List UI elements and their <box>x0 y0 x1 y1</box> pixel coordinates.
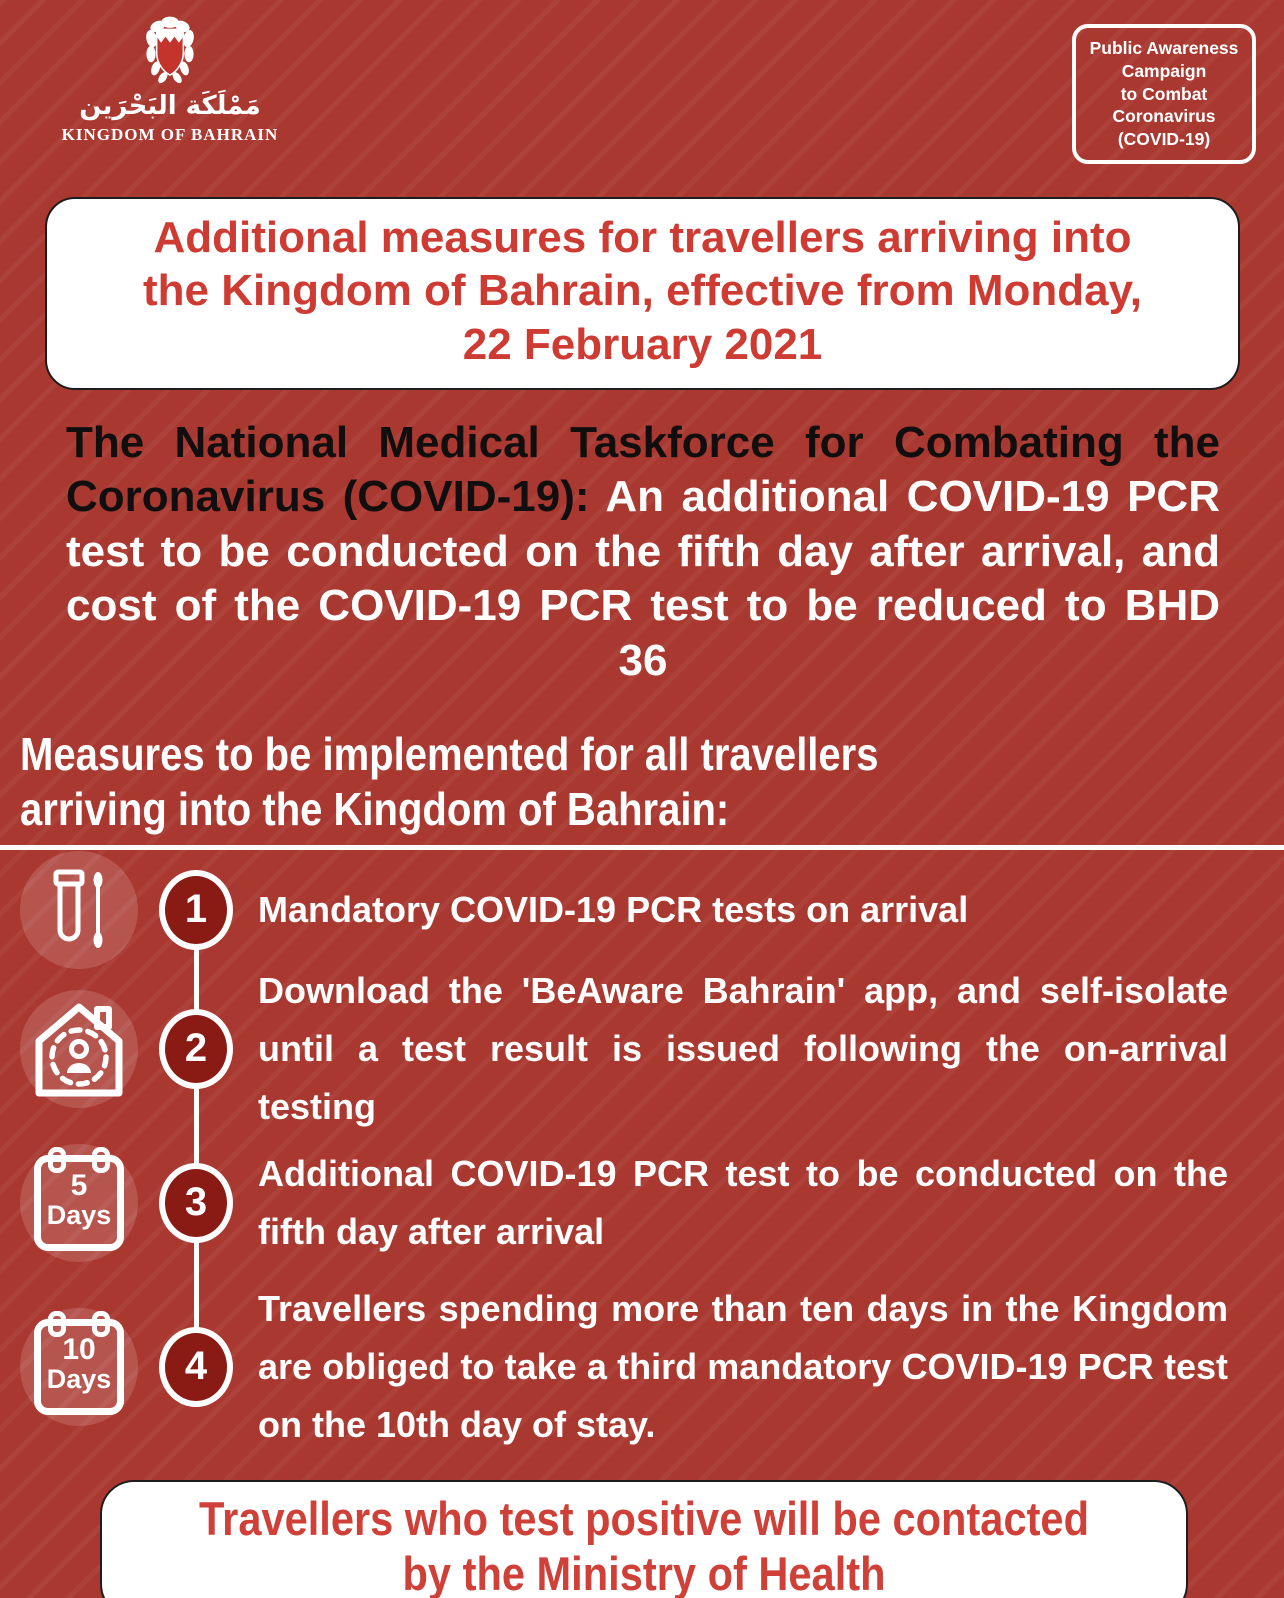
measure-badge-cell: 4 <box>158 1326 234 1407</box>
measure-text: Travellers spending more than ten days i… <box>258 1288 1228 1445</box>
campaign-line: Public Awareness <box>1089 38 1239 58</box>
announcement-white-part: An additional COVID-19 PCR test to be co… <box>66 472 1220 685</box>
calendar-10-days-icon: 10 Days <box>34 1310 124 1415</box>
measure-icon-cell <box>0 989 158 1108</box>
campaign-box: Public Awareness Campaign to Combat Coro… <box>1072 24 1256 164</box>
announcement-text: The National Medical Taskforce for Comba… <box>66 416 1220 689</box>
measures-heading-line: arriving into the Kingdom of Bahrain: <box>20 782 730 835</box>
timeline-line <box>194 909 199 1369</box>
measure-badge-cell: 3 <box>158 1162 234 1243</box>
measure-badge-cell: 2 <box>158 1008 234 1089</box>
title-line: Additional measures for travellers arriv… <box>153 212 1132 262</box>
calendar-days-number: 10 <box>62 1332 96 1366</box>
measures-heading: Measures to be implemented for all trave… <box>20 727 1284 837</box>
footer-line: Travellers who test positive will be con… <box>199 1491 1089 1545</box>
measure-icon-cell <box>0 850 158 969</box>
bahrain-coat-of-arms-icon <box>146 16 194 84</box>
measures-list: 1 Mandatory COVID-19 PCR tests on arriva… <box>0 850 1284 1456</box>
measure-icon-cell: 10 Days <box>0 1307 158 1426</box>
calendar-days-number: 5 <box>70 1168 88 1202</box>
step-number-badge: 1 <box>159 869 233 950</box>
measure-text: Mandatory COVID-19 PCR tests on arrival <box>258 889 969 931</box>
calendar-ring <box>48 1310 66 1337</box>
measure-row: 1 Mandatory COVID-19 PCR tests on arriva… <box>0 850 1284 970</box>
step-number-badge: 3 <box>159 1162 233 1243</box>
footer-box: Travellers who test positive will be con… <box>100 1479 1188 1598</box>
calendar-5-days-icon: 5 Days <box>34 1146 124 1251</box>
bahrain-logo: مَمْلَكَة البَحْرَين KINGDOM OF BAHRAIN <box>40 14 300 145</box>
footer-line: by the Ministry of Health <box>402 1546 886 1598</box>
title-line: the Kingdom of Bahrain, effective from M… <box>142 266 1143 316</box>
title-box: Additional measures for travellers arriv… <box>45 196 1240 390</box>
logo-arabic-title: مَمْلَكَة البَحْرَين <box>79 91 261 121</box>
measures-heading-line: Measures to be implemented for all trave… <box>20 727 879 780</box>
measure-row: 5 Days 3 Additional COVID-19 PCR test to… <box>0 1128 1284 1278</box>
divider-rule <box>0 844 1284 850</box>
campaign-line: Coronavirus <box>1112 106 1216 127</box>
announcement-black-part: The National Medical Taskforce for Comba… <box>66 417 1220 522</box>
measure-row: 10 Days 4 Travellers spending more than … <box>0 1278 1284 1456</box>
calendar-ring <box>48 1146 66 1173</box>
header: مَمْلَكَة البَحْرَين KINGDOM OF BAHRAIN … <box>0 0 1284 164</box>
measure-badge-cell: 1 <box>158 869 234 950</box>
measure-text: Download the 'BeAware Bahrain' app, and … <box>258 970 1228 1127</box>
swab-test-icon <box>53 869 103 948</box>
measure-row: 2 Download the 'BeAware Bahrain' app, an… <box>0 970 1284 1128</box>
title-line: 22 February 2021 <box>462 320 823 370</box>
step-number-badge: 2 <box>159 1008 233 1089</box>
calendar-ring <box>92 1310 110 1337</box>
home-isolation-icon <box>35 1003 123 1097</box>
campaign-line: to Combat <box>1120 83 1208 104</box>
measure-icon-cell: 5 Days <box>0 1143 158 1262</box>
step-number-badge: 4 <box>159 1326 233 1407</box>
logo-latin-title: KINGDOM OF BAHRAIN <box>61 124 279 144</box>
campaign-line: (COVID-19) <box>1117 129 1211 149</box>
calendar-days-label: Days <box>46 1199 112 1230</box>
calendar-days-label: Days <box>46 1363 112 1394</box>
campaign-line: Campaign <box>1121 60 1207 81</box>
measure-text: Additional COVID-19 PCR test to be condu… <box>258 1153 1228 1252</box>
calendar-ring <box>92 1146 110 1173</box>
